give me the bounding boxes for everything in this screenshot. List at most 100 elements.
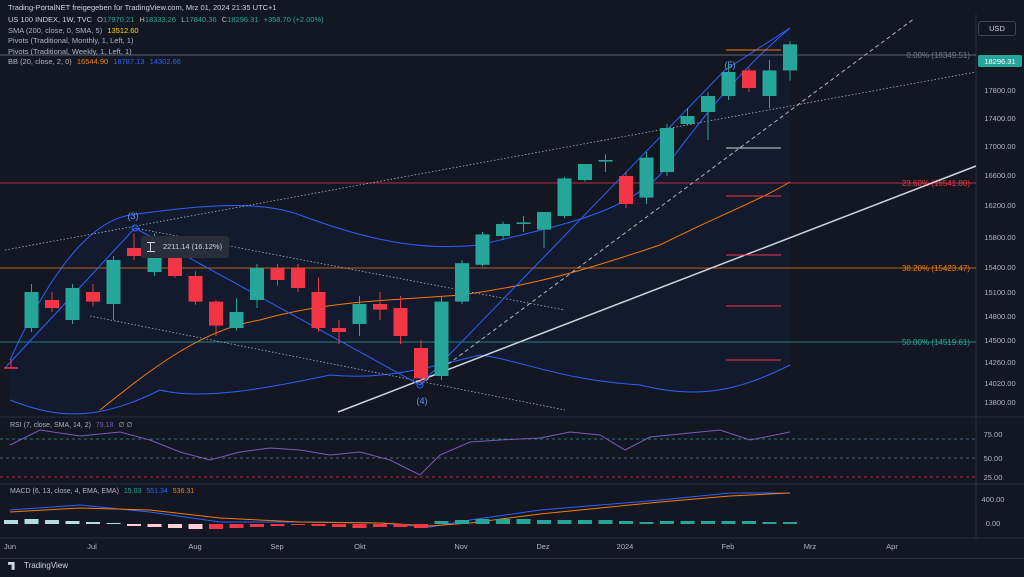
candle-body <box>250 268 264 300</box>
high-value: 18333.26 <box>144 15 177 24</box>
time-axis-label: Okt <box>354 542 367 551</box>
candle-body <box>783 44 797 71</box>
candle-body <box>86 292 100 302</box>
low-value: 17840.36 <box>185 15 217 24</box>
price-axis-label: 16200.00 <box>984 201 1015 210</box>
macd-histogram-bar <box>639 522 654 524</box>
macd-histogram-bar <box>721 521 736 524</box>
price-axis-label: 15400.00 <box>984 263 1015 272</box>
close-value: 18296.31 <box>227 15 259 24</box>
tradingview-logo[interactable]: TradingView <box>8 561 68 570</box>
candle-body <box>291 268 305 288</box>
candle-body <box>680 116 695 124</box>
wave-line <box>724 27 791 71</box>
macd-histogram-bar <box>619 521 633 524</box>
channel-lower-line <box>89 315 566 411</box>
wave-4-label: (4) <box>417 396 428 406</box>
sma-indicator[interactable]: SMA (200, close, 0, SMA, 5) 13512.60 <box>8 25 139 35</box>
candle-body <box>209 301 223 326</box>
macd-histogram-bar <box>578 520 592 524</box>
rsi-axis-label: 75.00 <box>984 430 1003 439</box>
time-axis-label: Mrz <box>804 542 817 551</box>
rsi-axis-label: 25.00 <box>984 473 1003 482</box>
macd-histogram-bar <box>393 524 408 527</box>
macd-histogram-bar <box>127 524 141 526</box>
macd-histogram-bar <box>332 524 346 527</box>
time-axis-label: Aug <box>188 542 201 551</box>
pivots-monthly-indicator[interactable]: Pivots (Traditional, Monthly, 1, Left, 1… <box>8 36 134 46</box>
candle-body <box>270 268 285 280</box>
currency-button[interactable]: USD <box>978 21 1016 36</box>
channel-upper-line <box>4 71 977 251</box>
wave-point <box>416 381 424 389</box>
price-axis-label: 15100.00 <box>984 288 1015 297</box>
macd-axis-label: 0.00 <box>986 519 1001 528</box>
bb-lower-line <box>9 354 791 415</box>
rsi-line <box>9 429 791 476</box>
measure-icon <box>147 242 155 252</box>
macd-histogram-bar <box>537 520 551 524</box>
candle-body <box>4 367 18 369</box>
candle-body <box>455 263 469 302</box>
time-axis-label: Jul <box>87 542 97 551</box>
candle-body <box>24 292 39 328</box>
macd-histogram-bar <box>762 522 777 524</box>
price-axis-label: 14260.00 <box>984 358 1015 367</box>
bb-indicator[interactable]: BB (20, close, 2, 0) 16544.90 18787.13 1… <box>8 57 181 67</box>
macd-histogram-bar <box>434 521 449 524</box>
time-axis-label: Feb <box>722 542 735 551</box>
change-value: +358.70 (+2.00%) <box>263 15 324 24</box>
candle-body <box>65 288 80 320</box>
candle-body <box>639 157 654 198</box>
macd-histogram-bar <box>783 522 797 524</box>
current-price-marker <box>978 55 1022 67</box>
macd-histogram-bar <box>660 521 674 524</box>
pivots-weekly-indicator[interactable]: Pivots (Traditional, Weekly, 1, Left, 1) <box>8 46 132 56</box>
wave-3-label: (3) <box>128 211 139 221</box>
price-axis-label: 17000.00 <box>984 142 1015 151</box>
macd-histogram-bar <box>701 521 715 524</box>
candle-body <box>311 292 326 328</box>
macd-label[interactable]: MACD (6, 13, close, 4, EMA, EMA) 15.03 5… <box>10 488 195 495</box>
candle-body <box>619 176 633 204</box>
candle-body <box>434 301 449 376</box>
candle-body <box>168 256 182 276</box>
measure-tooltip: 2211.14 (16.12%) <box>141 236 229 258</box>
fib-0-label: 0.00% (18349.51) <box>906 51 970 60</box>
footer-bar <box>0 558 1024 577</box>
macd-histogram-bar <box>270 524 285 526</box>
tradingview-logo-icon <box>8 561 15 570</box>
macd-histogram-bar <box>373 524 387 527</box>
time-axis-label: Dez <box>536 542 550 551</box>
macd-histogram-bar <box>209 524 223 529</box>
time-axis-label: Jun <box>4 542 16 551</box>
candle-body <box>578 164 592 180</box>
fib-50-label: 50.00% (14519.61) <box>902 338 970 347</box>
channel-mid-line <box>134 227 566 311</box>
macd-histogram-bar <box>168 524 182 528</box>
macd-histogram-bar <box>598 520 613 524</box>
macd-histogram-bar <box>291 524 305 525</box>
current-price-label: 18296.31 <box>984 57 1015 66</box>
macd-histogram-bar <box>250 524 264 527</box>
time-axis-label: 2024 <box>617 542 634 551</box>
macd-histogram-bar <box>311 524 326 526</box>
candle-body <box>742 70 756 88</box>
candle-body <box>106 260 121 304</box>
macd-histogram-bar <box>496 519 510 524</box>
rsi-axis-label: 50.00 <box>984 454 1003 463</box>
rsi-label[interactable]: RSI (7, close, SMA, 14, 2) 79.18 ∅ ∅ <box>10 422 133 429</box>
watermark-header: Trading-PortalNET freigegeben für Tradin… <box>8 3 277 12</box>
candle-body <box>721 72 736 96</box>
macd-histogram-bar <box>455 520 469 524</box>
symbol-label[interactable]: US 100 INDEX, 1W, TVC <box>8 15 93 24</box>
macd-line <box>9 492 790 528</box>
candle-body <box>557 178 572 216</box>
candle-body <box>660 128 674 172</box>
macd-histogram-bar <box>680 521 695 524</box>
price-axis-label: 15800.00 <box>984 233 1015 242</box>
candle-body <box>393 308 408 336</box>
candle-body <box>598 160 613 162</box>
